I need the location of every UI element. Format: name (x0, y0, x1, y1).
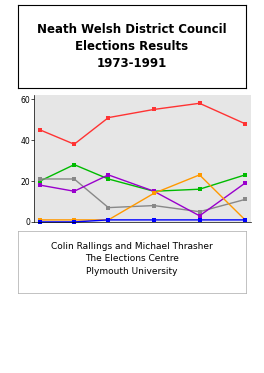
Text: Neath Welsh District Council
Elections Results
1973-1991: Neath Welsh District Council Elections R… (37, 23, 227, 70)
Text: Colin Rallings and Michael Thrasher
The Elections Centre
Plymouth University: Colin Rallings and Michael Thrasher The … (51, 242, 213, 276)
